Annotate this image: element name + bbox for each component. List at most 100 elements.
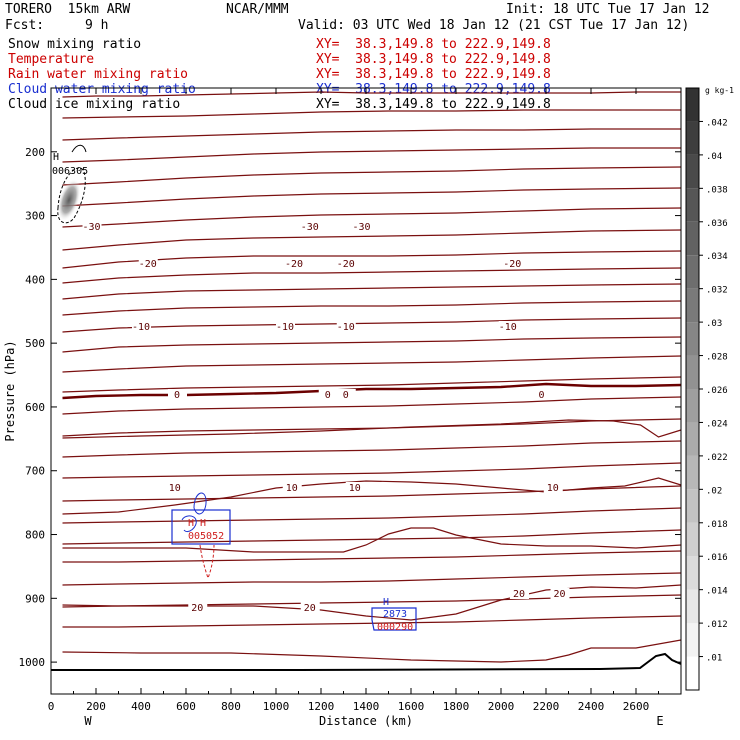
isotherm-line [62,300,682,316]
field-cloud-ice: Cloud ice mixing ratio [8,97,181,112]
colorbar-tick-label: .01 [706,654,722,664]
colorbar-segment [686,322,699,356]
colorbar-segment [686,288,699,323]
isotherm-line [62,229,682,251]
colorbar-tick-label: .026 [706,386,728,396]
colorbar-segment [686,656,699,690]
y-axis-label: Pressure (hPa) [3,340,17,441]
contour-label-bg [285,258,304,269]
x-tick-label: 2200 [533,700,560,713]
x-tick-label: 2400 [578,700,605,713]
maximum-label: 000290 [377,622,413,633]
isotherm-line [62,572,682,586]
contour-label-bg [345,482,365,493]
y-tick-label: 400 [25,273,45,286]
colorbar-tick-label: .028 [706,353,728,363]
east-label: E [656,714,663,728]
x-tick-label: 1200 [308,700,335,713]
contour-label-bg [132,321,151,332]
x-tick-label: 800 [221,700,241,713]
colorbar-segment [686,489,699,523]
contour-label-bg [282,482,302,493]
model-title: TORERO 15km ARW [5,2,131,17]
contour-label-bg [550,588,570,599]
contour-label: -10 [499,322,517,333]
contour-label: -20 [337,259,355,270]
center-title: NCAR/MMM [226,2,289,17]
maximum-label: H H [188,518,206,529]
colorbar-tick-label: .036 [706,219,728,229]
colorbar-tick-label: .04 [706,152,722,162]
colorbar-segment [686,355,699,389]
isotherm-line [62,336,682,353]
colorbar-tick-label: .012 [706,620,728,630]
x-tick-label: 2000 [488,700,515,713]
x-tick-label: 1400 [353,700,380,713]
contour-label-bg [532,389,552,400]
contour-label: -20 [285,259,303,270]
y-tick-label: 1000 [19,656,46,669]
isotherm-line [62,584,682,621]
plot-frame [50,87,682,695]
contour-label-bg [336,258,356,269]
contour-label: -10 [337,322,355,333]
colorbar-segment [686,522,699,557]
isotherm-line [62,507,682,524]
colorbar-segment [686,389,699,423]
field-rain-xy: XY= 38.3,149.8 to 222.9,149.8 [316,67,551,82]
valid-time: Valid: 03 UTC Wed 18 Jan 12 (21 CST Tue … [298,18,690,33]
y-tick-label: 200 [25,146,45,159]
contour-label-bg [168,389,187,400]
colorbar-segment [686,623,699,657]
colorbar-tick-label: .034 [706,252,728,262]
x-tick-label: 0 [48,700,55,713]
init-time: Init: 18 UTC Tue 17 Jan 12 [506,2,710,17]
isotherm-line [62,355,682,373]
colorbar-unit: g kg-1 [705,86,734,95]
x-tick-label: 2600 [623,700,650,713]
isotherm-line [62,594,682,608]
contour-label: -30 [352,222,370,233]
contour-label-bg [188,602,208,613]
x-tick-label: 600 [176,700,196,713]
colorbar-segment [686,154,699,189]
colorbar-tick-label: .038 [706,185,728,195]
colorbar-tick-label: .018 [706,520,728,530]
contour-label: 0 [343,390,349,401]
contour-label-bg [300,221,320,232]
colorbar-segment [686,589,699,624]
terrain-line [51,652,682,671]
isotherm-line [62,187,682,207]
contour-label: 10 [547,483,559,494]
isotherm-line [62,267,682,284]
contour-label-bg [138,258,158,269]
isotherm-line [62,382,682,400]
isotherm-line [62,639,682,663]
isotherm-line [62,147,681,163]
contour-label: 0 [174,390,180,401]
contour-label-bg [300,602,320,613]
colorbar-segment [686,188,699,222]
isotherm-line [62,109,681,119]
contour-label-bg [352,221,372,232]
isotherm-line [62,477,682,515]
isotherm-line [62,207,682,228]
contour-label-bg [510,588,529,599]
isotherm-line [62,615,682,628]
isotherm-line [62,527,682,553]
cloud-water-contour [181,515,197,533]
isotherm-line [62,419,682,439]
colorbar: .01 .012 .014 .016 .018 .02 .022 .024 .026 .028 .0… [685,86,734,691]
maximum-label: 005052 [188,531,224,542]
contour-label: 0 [538,390,544,401]
cloud-water-contour [193,492,207,515]
contour-label-bg [336,389,356,400]
contour-label: -30 [301,222,319,233]
contour-label: 10 [349,483,361,494]
contour-label: 20 [513,589,525,600]
isotherm-line [62,283,682,300]
isotherm-line [62,550,682,563]
rain-contour [199,544,215,580]
maximum-label: 006305 [52,166,88,177]
